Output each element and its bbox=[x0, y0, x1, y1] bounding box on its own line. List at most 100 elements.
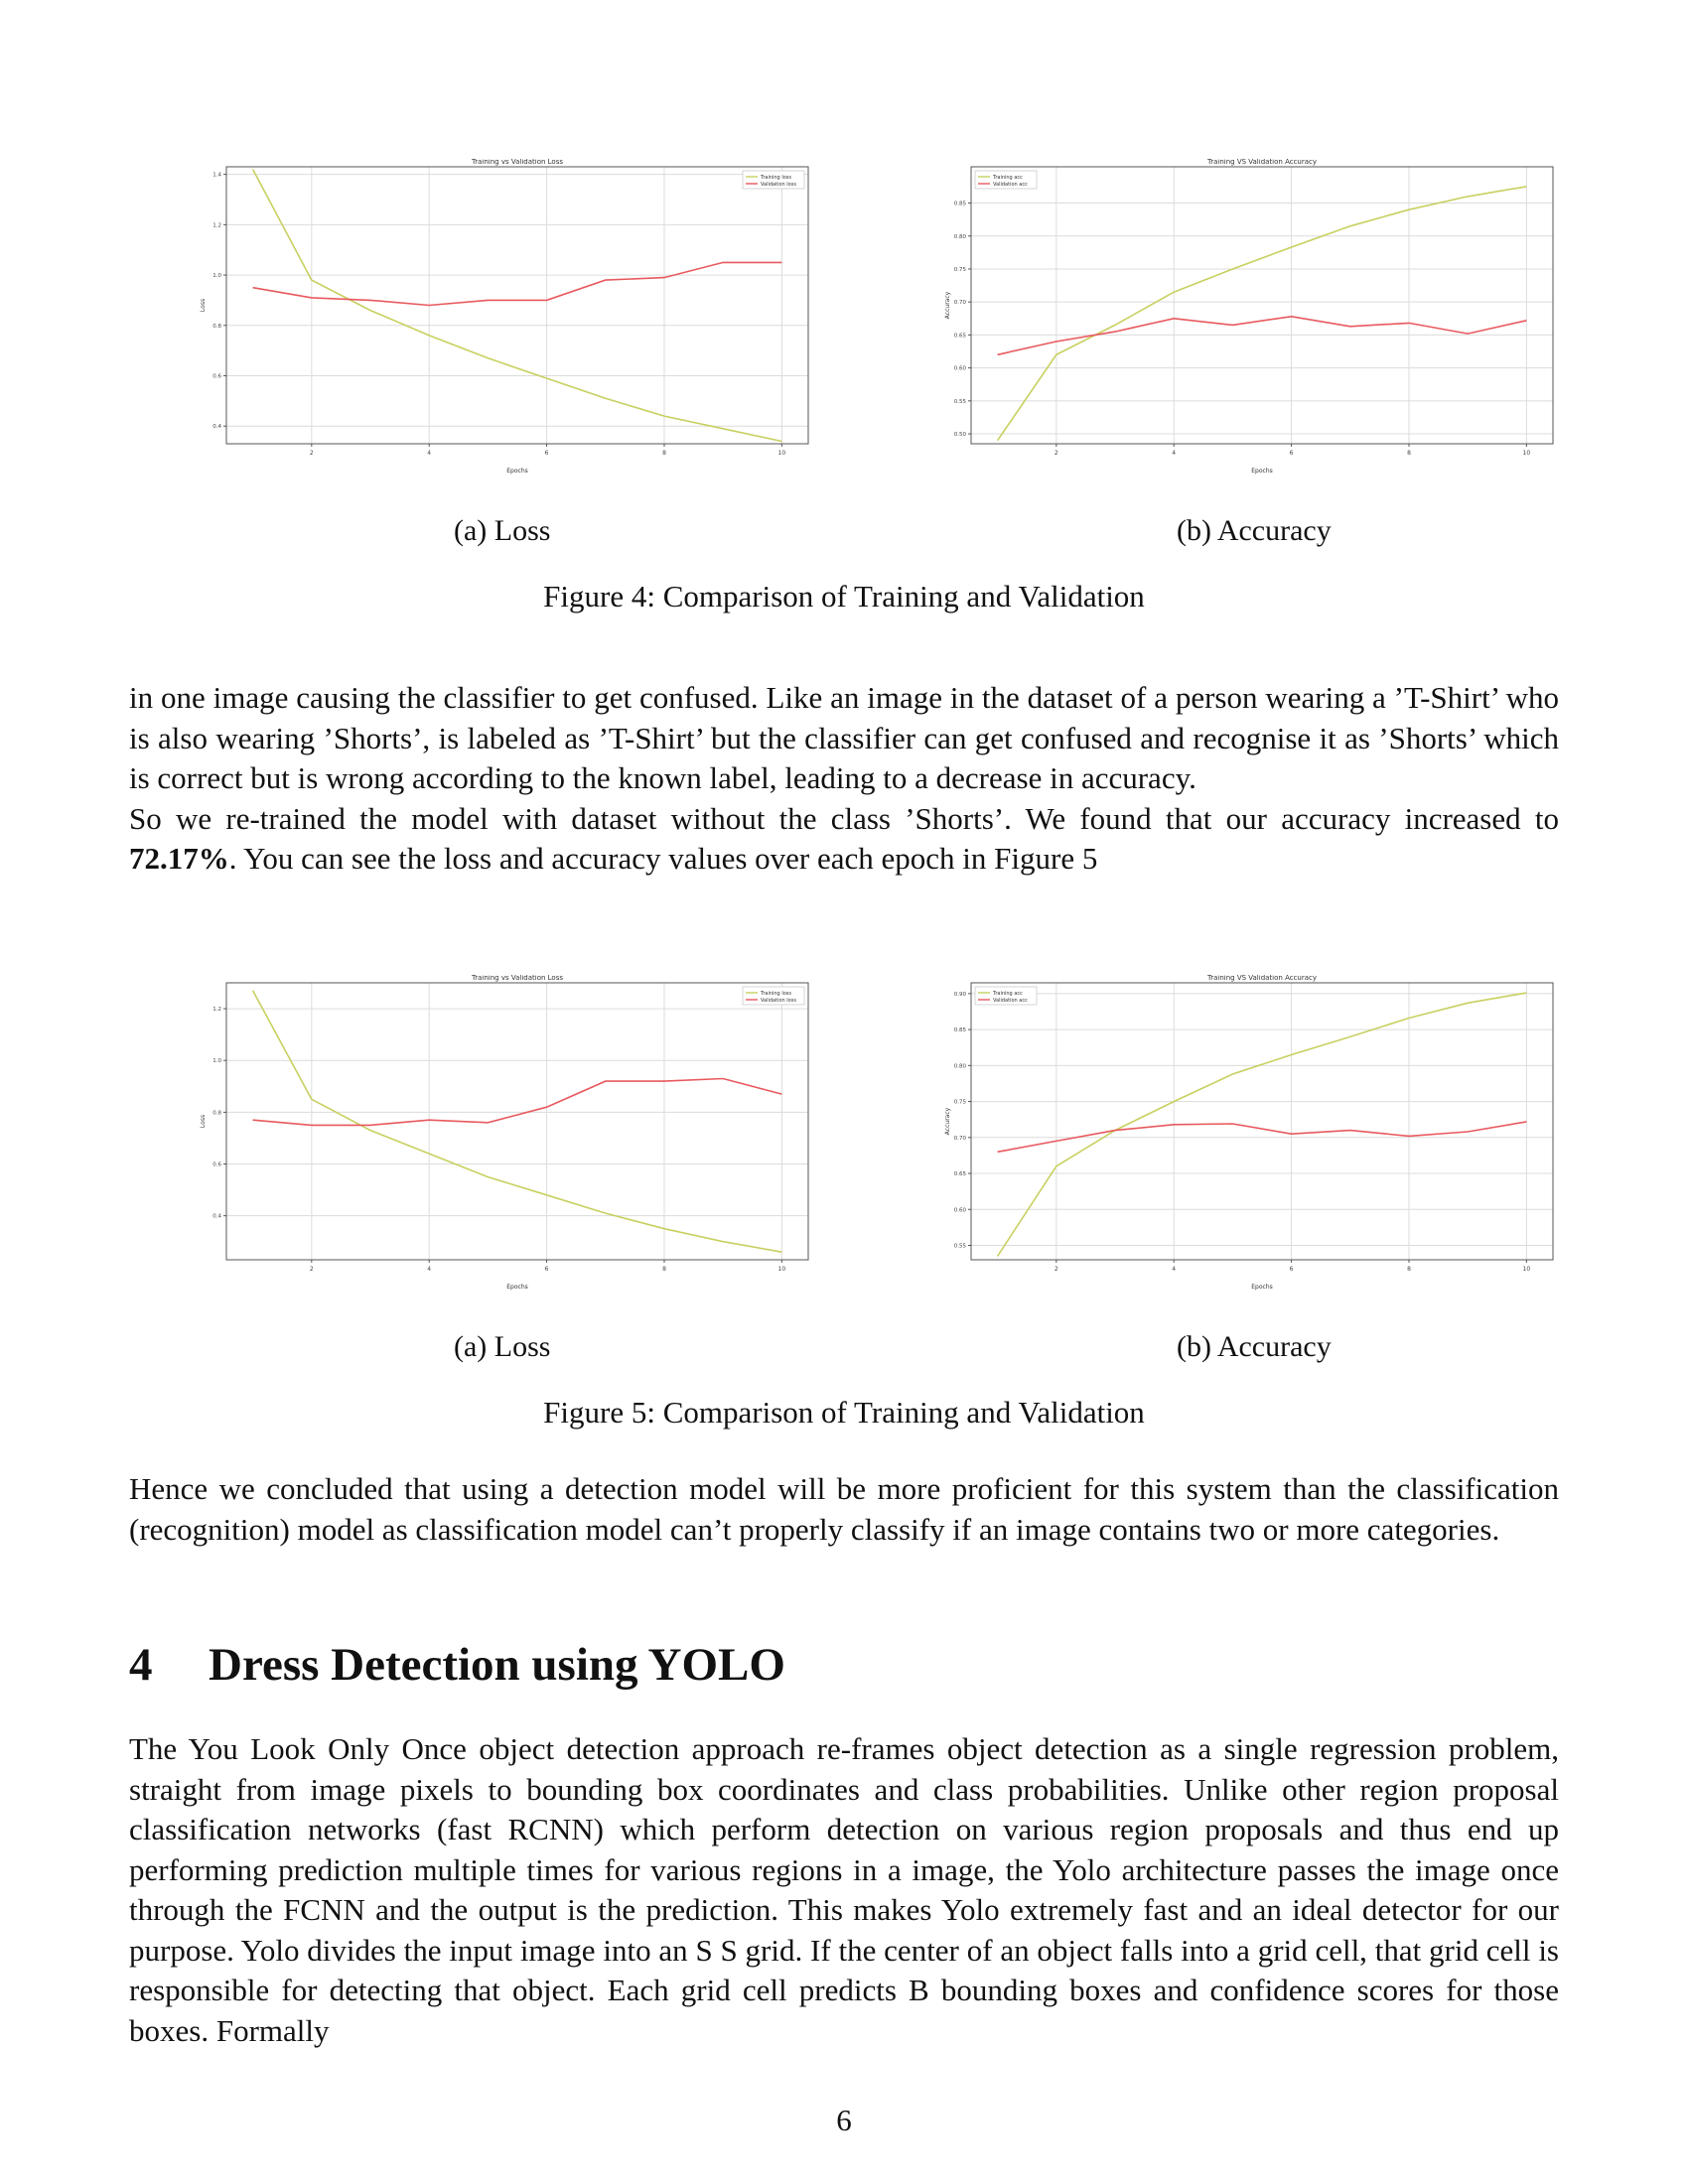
y-tick-label: 0.50 bbox=[954, 432, 967, 438]
y-tick-label: 0.60 bbox=[954, 366, 967, 372]
paragraph-confusion-text: in one image causing the classifier to g… bbox=[129, 680, 1559, 795]
series-line-validation-acc bbox=[997, 1121, 1527, 1154]
y-tick-label: 1.2 bbox=[212, 222, 221, 228]
retrain-text-end: . You can see the loss and accuracy valu… bbox=[228, 841, 1098, 876]
figure-5b-caption: (b) Accuracy bbox=[1177, 1330, 1332, 1363]
x-tick-label: 10 bbox=[778, 450, 786, 457]
figure-4-charts: Training vs Validation Loss 2 4 6 8 10 0.4 0.6 0… bbox=[199, 159, 1559, 477]
chart-title: Training VS Validation Accuracy bbox=[1206, 975, 1317, 982]
legend-box bbox=[974, 170, 1038, 190]
x-tick-label: 2 bbox=[310, 450, 314, 457]
section-title: Dress Detection using YOLO bbox=[209, 1639, 785, 1691]
x-axis-label: Epochs bbox=[1251, 1284, 1273, 1291]
x-tick-label: 6 bbox=[1290, 450, 1294, 457]
y-tick-label: 0.65 bbox=[954, 333, 967, 339]
x-tick-label: 8 bbox=[1407, 450, 1411, 457]
paragraph-conclusion: Hence we concluded that using a detectio… bbox=[129, 1471, 1559, 1547]
legend-entry: Validation acc bbox=[993, 998, 1028, 1004]
y-tick-label: 0.55 bbox=[954, 399, 967, 405]
y-tick-label: 0.85 bbox=[954, 1027, 967, 1033]
y-tick-label: 0.65 bbox=[954, 1171, 967, 1177]
legend-entry: Training acc bbox=[992, 175, 1023, 181]
y-tick-label: 1.0 bbox=[212, 1058, 221, 1064]
y-tick-label: 0.70 bbox=[954, 300, 967, 306]
series-line-training-loss bbox=[251, 169, 782, 443]
y-tick-label: 0.75 bbox=[954, 1100, 967, 1106]
x-tick-label: 4 bbox=[1172, 450, 1176, 457]
x-tick-label: 4 bbox=[427, 1266, 431, 1273]
legend-entry: Validation loss bbox=[761, 182, 796, 188]
plot-frame bbox=[225, 166, 809, 445]
figure-4a-loss-chart: Training vs Validation Loss 2 4 6 8 10 0.4 0.6 0… bbox=[200, 159, 809, 475]
y-axis-label: Accuracy bbox=[944, 1107, 951, 1135]
section-number: 4 bbox=[129, 1639, 153, 1691]
series-line-training-loss bbox=[251, 990, 782, 1253]
figure-4b-accuracy-chart: Training VS Validation Accuracy 2 4 6 8 10 0.5… bbox=[944, 159, 1554, 475]
figure-5-caption: Figure 5: Comparison of Training and Val… bbox=[543, 1395, 1145, 1430]
x-tick-label: 6 bbox=[545, 1266, 549, 1273]
y-tick-label: 0.60 bbox=[954, 1207, 967, 1213]
x-tick-label: 10 bbox=[1523, 1266, 1531, 1273]
y-tick-label: 1.0 bbox=[212, 273, 221, 279]
retrain-text-start: So we re-trained the model with dataset … bbox=[129, 800, 1559, 836]
legend-entry: Validation acc bbox=[993, 182, 1028, 188]
legend-entry: Validation loss bbox=[761, 998, 796, 1004]
y-tick-label: 0.80 bbox=[954, 234, 967, 240]
y-tick-label: 0.55 bbox=[954, 1244, 967, 1250]
y-axis-label: Accuracy bbox=[944, 291, 951, 319]
y-tick-label: 0.85 bbox=[954, 202, 967, 207]
legend-entry: Training acc bbox=[992, 991, 1023, 997]
y-tick-label: 0.8 bbox=[212, 1110, 221, 1116]
plot-frame bbox=[225, 982, 809, 1261]
y-axis-label: Loss bbox=[200, 299, 207, 312]
y-tick-label: 1.4 bbox=[212, 173, 221, 179]
x-tick-label: 10 bbox=[778, 1266, 786, 1273]
y-tick-label: 0.6 bbox=[212, 374, 221, 380]
y-axis-label: Loss bbox=[200, 1115, 207, 1128]
x-tick-label: 8 bbox=[662, 1266, 666, 1273]
x-axis-label: Epochs bbox=[506, 468, 528, 475]
legend-box bbox=[742, 986, 805, 1006]
figure-5a-caption: (a) Loss bbox=[454, 1330, 551, 1363]
y-tick-label: 0.6 bbox=[212, 1162, 221, 1168]
x-axis-label: Epochs bbox=[1251, 468, 1273, 475]
paragraph-yolo: The You Look Only Once object detection … bbox=[129, 1731, 1559, 2048]
chart-title: Training VS Validation Accuracy bbox=[1206, 159, 1317, 166]
figure-4b-caption: (b) Accuracy bbox=[1177, 514, 1332, 547]
x-tick-label: 10 bbox=[1523, 450, 1531, 457]
series-line-validation-loss bbox=[252, 1077, 782, 1127]
y-tick-label: 0.4 bbox=[212, 424, 221, 430]
figure-4-caption: Figure 4: Comparison of Training and Val… bbox=[543, 579, 1145, 614]
y-tick-label: 0.4 bbox=[212, 1214, 221, 1220]
section-heading: 4 Dress Detection using YOLO bbox=[129, 1638, 785, 1692]
legend-entry: Training loss bbox=[760, 175, 791, 181]
y-tick-label: 0.90 bbox=[954, 992, 967, 998]
x-tick-label: 8 bbox=[662, 450, 666, 457]
chart-title: Training vs Validation Loss bbox=[471, 975, 563, 982]
x-tick-label: 4 bbox=[1172, 1266, 1176, 1273]
x-tick-label: 2 bbox=[1055, 450, 1058, 457]
figure-4a-caption: (a) Loss bbox=[454, 514, 551, 547]
y-tick-label: 0.70 bbox=[954, 1136, 967, 1142]
series-line-training-acc bbox=[996, 992, 1527, 1257]
accuracy-value: 72.17% bbox=[129, 841, 229, 876]
figure-5a-loss-chart: Training vs Validation Loss 2 4 6 8 10 0.4 0.6 0… bbox=[200, 975, 809, 1291]
x-axis-label: Epochs bbox=[506, 1284, 528, 1291]
x-tick-label: 6 bbox=[1290, 1266, 1294, 1273]
plot-frame bbox=[970, 982, 1554, 1261]
plot-frame bbox=[970, 166, 1554, 445]
y-tick-label: 1.2 bbox=[212, 1007, 221, 1013]
legend-entry: Training loss bbox=[760, 991, 791, 997]
page-number: 6 bbox=[836, 2103, 852, 2137]
chart-title: Training vs Validation Loss bbox=[471, 159, 563, 166]
figure-5-charts: Training vs Validation Loss 2 4 6 8 10 0.4 0.6 0… bbox=[199, 975, 1559, 1293]
x-tick-label: 2 bbox=[310, 1266, 314, 1273]
legend-box bbox=[974, 986, 1038, 1006]
x-tick-label: 2 bbox=[1055, 1266, 1058, 1273]
x-tick-label: 8 bbox=[1407, 1266, 1411, 1273]
x-tick-label: 6 bbox=[545, 450, 549, 457]
y-tick-label: 0.80 bbox=[954, 1063, 967, 1069]
paragraph-confusion: in one image causing the classifier to g… bbox=[129, 678, 1559, 880]
x-tick-label: 4 bbox=[427, 450, 431, 457]
